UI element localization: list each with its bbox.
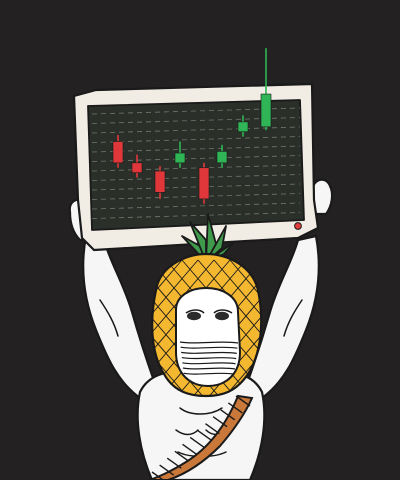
right-eye [215, 311, 229, 321]
candle-body [131, 162, 143, 173]
candle-body [112, 141, 124, 164]
mouth-bandage [179, 341, 239, 375]
monitor-screen [87, 99, 305, 231]
rope-stripes [151, 395, 251, 480]
candle-body [154, 170, 166, 193]
candle-body [260, 93, 272, 128]
chest-line [179, 407, 223, 415]
candle-body [174, 152, 186, 164]
left-eyelid [185, 309, 205, 314]
pineapple-head [151, 213, 263, 398]
right-eyelid [213, 309, 233, 314]
candle-body [216, 151, 228, 164]
right-bicep-line [283, 299, 303, 337]
monitor [72, 48, 320, 252]
candle-body [198, 167, 210, 200]
rope-bandolier [149, 394, 254, 480]
face-mask [175, 286, 242, 388]
left-bicep-line [99, 299, 119, 337]
left-eye [187, 311, 201, 321]
ab-line-left [175, 429, 199, 436]
candlestick-chart [112, 48, 272, 204]
eyes [185, 309, 233, 321]
rope-band [149, 394, 254, 480]
candle-body [237, 121, 249, 133]
power-led [294, 222, 302, 230]
